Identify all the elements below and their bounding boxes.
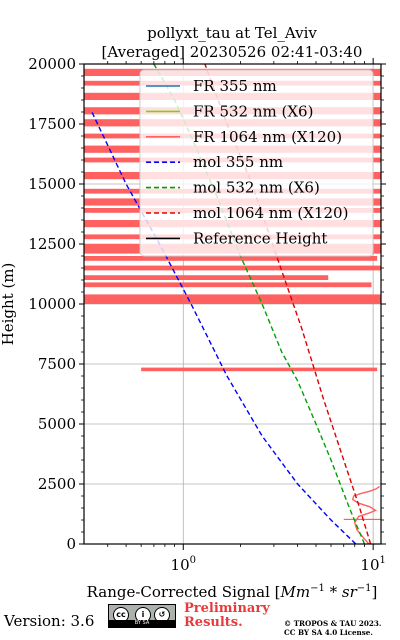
- copyright-line-1: © TROPOS & TAU 2023.: [284, 619, 382, 628]
- noise-band-1064: [84, 256, 378, 261]
- series-line: [204, 63, 372, 545]
- noise-band-1064: [343, 518, 381, 520]
- legend-label: FR 1064 nm (X120): [193, 128, 342, 146]
- y-tick-label: 0: [66, 535, 76, 553]
- y-tick-label: 2500: [38, 475, 76, 493]
- noise-band-1064: [84, 294, 381, 304]
- y-tick-label: 12500: [28, 235, 76, 253]
- legend-label: Reference Height: [193, 229, 327, 247]
- version-label: Version: 3.6: [4, 612, 95, 630]
- legend-box: [139, 69, 374, 257]
- series-line: [91, 111, 357, 545]
- noise-band-1064: [84, 282, 372, 288]
- x-tick-label: 100: [171, 555, 196, 574]
- y-tick-label: 20000: [28, 55, 76, 73]
- y-tick-label: 7500: [38, 355, 76, 373]
- y-axis-label: Height (m): [0, 263, 17, 346]
- noise-band-1064: [141, 367, 378, 372]
- legend-label: FR 355 nm: [193, 77, 277, 95]
- noise-band-1064: [84, 265, 381, 271]
- x-axis-label: Range-Corrected Signal [Mm−1 * sr−1]: [87, 583, 378, 600]
- legend: FR 355 nm FR 532 nm (X6) FR 1064 nm (X120)…: [139, 69, 374, 257]
- preliminary-line-2: Results.: [184, 615, 243, 630]
- y-tick-label: 5000: [38, 415, 76, 433]
- x-tick-label: 101: [360, 555, 385, 574]
- y-tick-label: 17500: [28, 115, 76, 133]
- chart: pollyxt_tau at Tel_Aviv [Averaged] 20230…: [0, 24, 386, 600]
- legend-label: mol 532 nm (X6): [193, 179, 320, 197]
- chart-title-line-1: pollyxt_tau at Tel_Aviv: [147, 24, 317, 42]
- preliminary-results-note: Preliminary Results.: [184, 602, 284, 630]
- copyright-note: © TROPOS & TAU 2023. CC BY SA 4.0 Licens…: [284, 619, 398, 637]
- series-line: [351, 485, 380, 545]
- noise-band-1064: [84, 275, 329, 280]
- y-tick-label: 15000: [28, 175, 76, 193]
- cc-by-sa-license-icon: cc i ↺ BY SA: [108, 604, 176, 628]
- legend-label: mol 1064 nm (X120): [193, 204, 348, 222]
- legend-label: mol 355 nm: [193, 153, 283, 171]
- legend-label: FR 532 nm (X6): [193, 102, 313, 120]
- cc-by-sa-text: BY SA: [109, 620, 175, 627]
- axis-ticks: 0 2500 5000 7500 10000 12500 15000 17500 20000 10…: [28, 55, 386, 574]
- chart-title-line-2: [Averaged] 20230526 02:41-03:40: [102, 43, 363, 61]
- y-tick-label: 10000: [28, 295, 76, 313]
- preliminary-line-1: Preliminary: [184, 601, 270, 616]
- copyright-line-2: CC BY SA 4.0 License.: [284, 628, 373, 637]
